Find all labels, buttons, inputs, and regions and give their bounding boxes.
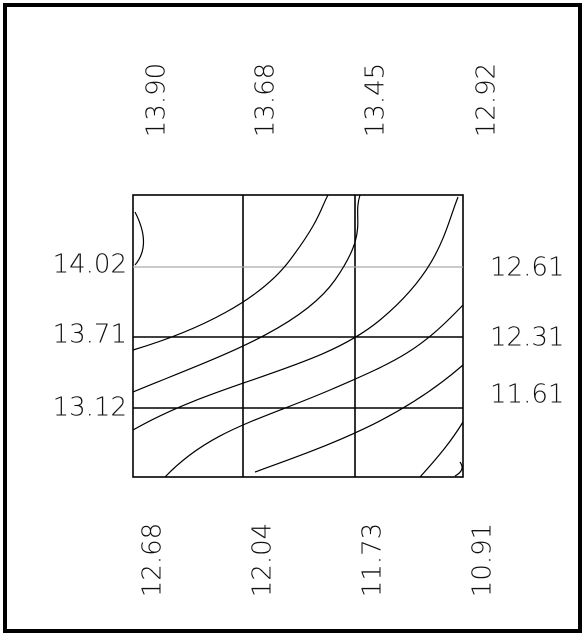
frame [3, 3, 582, 633]
top-label: 12.92 [472, 63, 502, 137]
bottom-label: 12.68 [138, 523, 168, 597]
right-label: 12.31 [490, 323, 564, 353]
bottom-label: 11.73 [358, 523, 388, 597]
top-label: 13.45 [361, 63, 391, 137]
right-label: 12.61 [490, 253, 564, 283]
grid-box [132, 194, 464, 478]
left-label: 13.71 [53, 320, 127, 350]
contour [134, 211, 145, 266]
contour [132, 196, 459, 431]
grid [132, 194, 464, 478]
contour [132, 194, 329, 351]
contour [132, 194, 361, 393]
bottom-label: 12.04 [248, 523, 278, 597]
contour [254, 364, 464, 473]
top-label: 13.68 [251, 63, 281, 137]
contour [164, 304, 464, 478]
contour [419, 421, 464, 478]
right-label: 11.61 [490, 380, 564, 410]
bottom-label: 10.91 [468, 523, 498, 597]
top-label: 13.90 [142, 63, 172, 137]
contour [454, 461, 463, 477]
left-label: 13.12 [53, 393, 127, 423]
contours [132, 194, 464, 478]
left-label: 14.02 [53, 250, 127, 280]
